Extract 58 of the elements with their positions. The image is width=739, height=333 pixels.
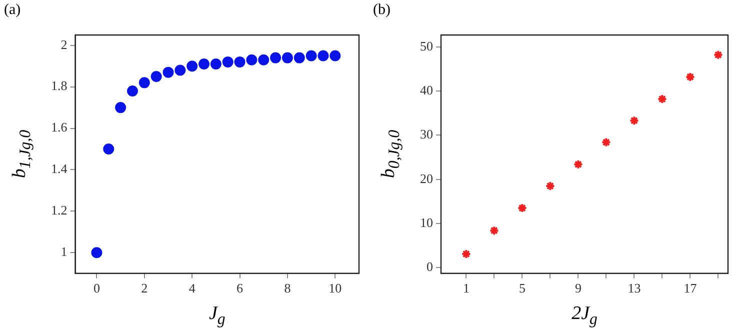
x-tick-label: 6 — [236, 280, 244, 296]
x-tick-label: 17 — [684, 280, 698, 296]
point — [318, 50, 329, 62]
point — [573, 159, 584, 170]
point — [517, 203, 528, 214]
y-tick-label: 1.4 — [51, 161, 68, 176]
point — [234, 56, 246, 68]
point — [545, 180, 556, 191]
x-tick-label: 9 — [574, 280, 582, 296]
point — [138, 77, 150, 88]
point — [198, 58, 210, 70]
point — [115, 102, 126, 114]
x-tick-label: 0 — [93, 280, 100, 296]
point — [222, 56, 234, 68]
point — [282, 52, 293, 64]
point — [91, 247, 102, 258]
point — [685, 72, 696, 82]
y-tick-label: 1 — [60, 244, 68, 260]
y-tick-label: 10 — [420, 214, 433, 230]
point — [126, 85, 138, 96]
y-tick-label: 1.2 — [51, 202, 68, 218]
x-axis-title: 2J$_{g}$ — [572, 303, 598, 329]
chart-title: (a) — [4, 2, 21, 19]
point — [162, 66, 174, 78]
point — [150, 70, 162, 82]
x-tick-label: 4 — [188, 280, 196, 296]
point — [629, 116, 640, 126]
y-tick-label: 30 — [420, 126, 433, 142]
point — [657, 94, 668, 104]
y-tick-label: 2 — [60, 36, 68, 52]
point — [258, 54, 270, 66]
chart-title: (b) — [373, 2, 390, 19]
point — [489, 226, 500, 236]
x-tick-label: 8 — [284, 280, 291, 296]
point — [601, 137, 612, 148]
x-tick-label: 10 — [328, 280, 342, 296]
point — [174, 64, 186, 76]
point — [306, 50, 317, 62]
point — [103, 144, 114, 155]
point — [294, 52, 305, 64]
y-tick-label: 40 — [420, 82, 433, 98]
y-tick-label: 50 — [420, 38, 433, 54]
point — [270, 52, 282, 64]
x-tick-label: 13 — [628, 280, 641, 296]
point — [186, 60, 198, 72]
point — [330, 50, 341, 62]
y-tick-label: 20 — [420, 170, 433, 186]
y-tick-label: 1.8 — [51, 78, 68, 94]
point — [713, 50, 724, 60]
x-tick-label: 2 — [141, 280, 148, 296]
y-tick-label: 1.6 — [51, 120, 68, 135]
point — [246, 54, 258, 66]
point — [210, 58, 222, 70]
point — [461, 248, 472, 259]
y-tick-label: 0 — [426, 259, 433, 274]
x-axis-title: J$_{g}$ — [208, 303, 226, 329]
x-tick-label: 5 — [518, 280, 526, 296]
x-tick-label: 1 — [462, 280, 470, 296]
